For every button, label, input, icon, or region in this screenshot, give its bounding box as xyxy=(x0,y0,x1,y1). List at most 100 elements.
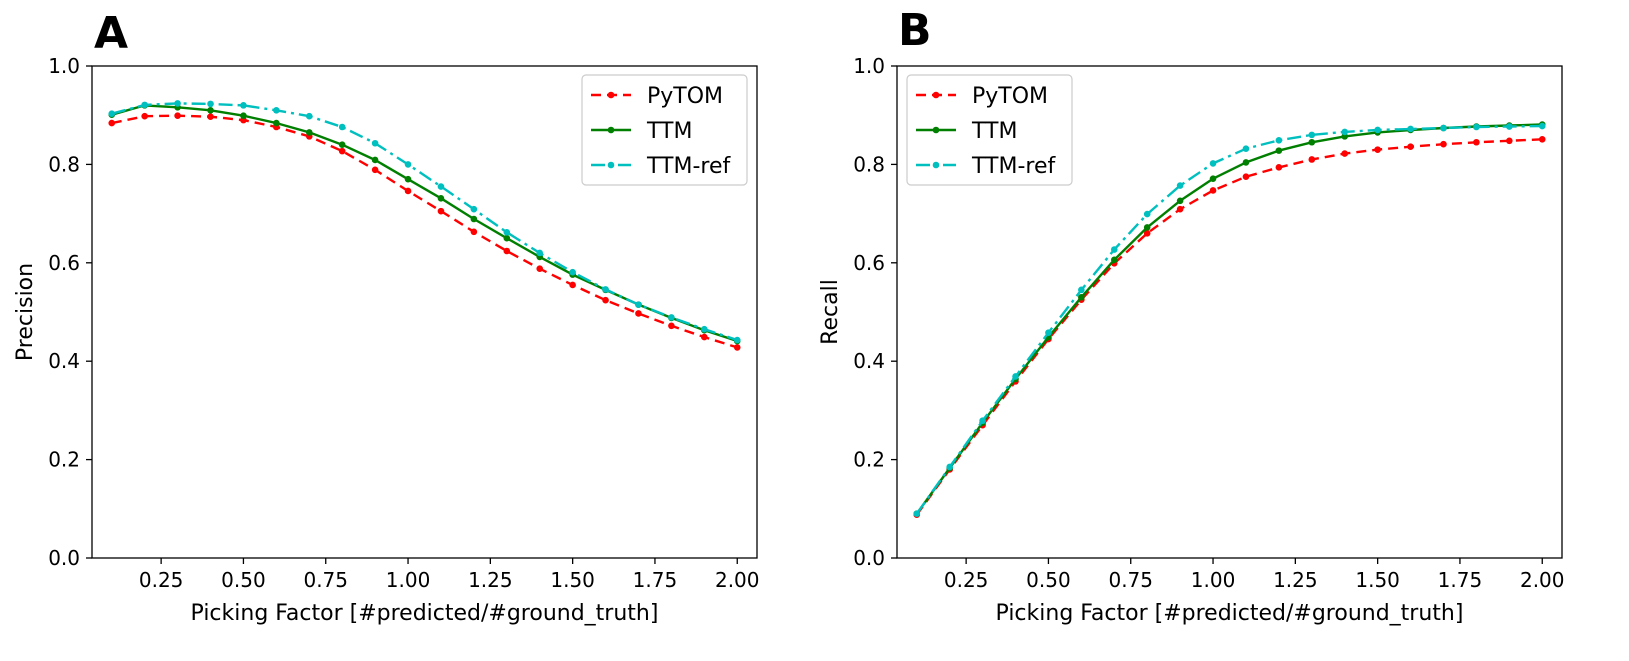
y-tick-label: 0.6 xyxy=(853,251,885,275)
recall-chart: 0.25 0.50 0.75 1.00 1.25 1.50 1.75 2.00 0.0 0.2 0.… xyxy=(818,54,1565,626)
data-point-ttm xyxy=(1176,197,1184,205)
data-point-ttm xyxy=(371,156,379,164)
data-point-ttm xyxy=(470,215,478,223)
data-point-ttm xyxy=(503,234,511,242)
x-tick-label: 1.25 xyxy=(1273,568,1318,592)
data-point-ttm xyxy=(1308,138,1316,146)
data-point-pytom xyxy=(668,322,675,330)
data-point-pytom xyxy=(470,228,478,236)
x-tick-label: 1.00 xyxy=(386,568,431,592)
y-tick-label: 1.0 xyxy=(853,54,885,78)
data-point-pytom xyxy=(1407,143,1414,150)
data-point-ttm-ref xyxy=(174,100,181,107)
data-point-ttm-ref xyxy=(1110,246,1118,253)
data-point-pytom xyxy=(701,333,708,341)
x-tick-label: 1.50 xyxy=(550,568,595,592)
data-point-ttm-ref xyxy=(602,286,609,293)
data-point-ttm-ref xyxy=(404,161,412,168)
x-tick-label: 2.00 xyxy=(715,568,760,592)
data-point-ttm-ref xyxy=(240,102,247,109)
data-point-pytom xyxy=(371,166,379,174)
x-tick-label: 1.50 xyxy=(1355,568,1400,592)
data-point-pytom xyxy=(635,310,642,317)
data-point-ttm-ref xyxy=(569,268,576,276)
data-point-ttm-ref xyxy=(1143,210,1151,218)
data-point-pytom xyxy=(1176,205,1184,213)
x-tick-label: 0.25 xyxy=(944,568,989,592)
legend-marker-pytom xyxy=(607,91,615,99)
y-tick-label: 0.4 xyxy=(853,349,885,373)
y-axis-label: Recall xyxy=(818,279,843,345)
data-point-ttm-ref xyxy=(108,110,116,118)
y-tick-label: 1.0 xyxy=(48,54,80,78)
y-tick-label: 0.8 xyxy=(48,152,80,176)
y-tick-label: 0.4 xyxy=(48,349,80,373)
data-point-pytom xyxy=(1209,187,1217,194)
legend: PyTOM TTM TTM-ref xyxy=(581,74,748,186)
y-tick-label: 0.0 xyxy=(853,546,885,570)
x-axis-label: Picking Factor [#predicted/#ground_truth… xyxy=(191,601,659,626)
data-point-ttm xyxy=(305,129,313,136)
y-tick-label: 0.2 xyxy=(48,448,80,472)
data-point-pytom xyxy=(174,112,181,119)
legend-label: PyTOM xyxy=(647,84,723,109)
plot-frame xyxy=(896,65,1563,559)
data-point-ttm xyxy=(1209,175,1217,182)
data-point-pytom xyxy=(108,119,116,127)
data-point-ttm xyxy=(1143,224,1151,231)
data-point-ttm xyxy=(1078,293,1085,301)
legend-marker-pytom xyxy=(932,91,940,99)
panel-letter-a: A xyxy=(94,8,128,59)
x-tick-label: 1.25 xyxy=(468,568,513,592)
panel-letter-b: B xyxy=(898,5,932,56)
data-point-ttm-ref xyxy=(1209,160,1217,167)
legend-label: PyTOM xyxy=(972,84,1048,109)
data-point-ttm-ref xyxy=(503,228,511,236)
data-point-pytom xyxy=(437,207,445,215)
data-point-ttm-ref xyxy=(273,106,280,114)
data-point-ttm-ref xyxy=(701,325,708,333)
data-point-ttm xyxy=(437,195,445,202)
legend-box xyxy=(906,74,1073,186)
data-point-pytom xyxy=(1143,229,1151,237)
data-point-pytom xyxy=(602,296,609,304)
data-point-ttm-ref xyxy=(1242,145,1250,152)
data-point-ttm-ref xyxy=(1045,329,1052,336)
data-point-ttm-ref xyxy=(1308,131,1316,139)
data-point-ttm-ref xyxy=(1538,122,1546,130)
data-point-ttm-ref xyxy=(733,336,741,344)
y-tick-label: 0.2 xyxy=(853,448,885,472)
data-point-ttm-ref xyxy=(1275,136,1283,144)
legend-marker-ttm xyxy=(607,126,615,134)
y-axis-label: Precision xyxy=(13,263,38,361)
data-point-pytom xyxy=(1473,138,1480,146)
data-point-ttm xyxy=(207,106,214,114)
data-point-ttm-ref xyxy=(1012,373,1019,380)
data-point-pytom xyxy=(404,187,412,195)
data-point-ttm xyxy=(273,119,280,127)
legend-label: TTM xyxy=(646,119,692,144)
data-point-ttm-ref xyxy=(1374,126,1381,134)
legend-marker-ttm xyxy=(932,126,940,134)
legend: PyTOM TTM TTM-ref xyxy=(906,74,1073,186)
x-tick-label: 2.00 xyxy=(1520,568,1565,592)
data-point-ttm xyxy=(1275,147,1283,154)
x-tick-label: 0.50 xyxy=(1026,568,1071,592)
data-point-ttm xyxy=(240,112,247,119)
data-point-pytom xyxy=(338,147,346,155)
data-point-ttm-ref xyxy=(1078,286,1085,294)
series-line-pytom xyxy=(111,114,738,349)
data-point-pytom xyxy=(733,344,741,351)
data-point-ttm-ref xyxy=(207,100,214,108)
data-point-ttm xyxy=(338,141,346,149)
data-point-pytom xyxy=(536,265,544,273)
data-point-pytom xyxy=(1538,136,1546,143)
series-line-pytom xyxy=(915,138,1543,516)
data-point-ttm-ref xyxy=(1440,124,1447,132)
data-point-ttm-ref xyxy=(1341,128,1349,136)
legend-marker-ttm-ref xyxy=(932,161,940,169)
legend-label: TTM-ref xyxy=(646,154,732,179)
data-point-ttm-ref xyxy=(946,463,953,471)
data-point-ttm-ref xyxy=(635,301,642,308)
data-point-ttm-ref xyxy=(338,123,346,131)
